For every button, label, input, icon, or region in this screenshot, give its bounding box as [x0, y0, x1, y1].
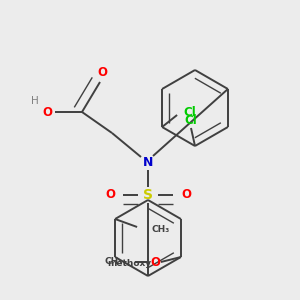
Text: O: O: [150, 256, 160, 268]
Text: O: O: [181, 188, 191, 202]
Text: O: O: [42, 106, 52, 118]
Text: H: H: [31, 96, 39, 106]
Text: Cl: Cl: [184, 106, 196, 119]
Text: CH₃: CH₃: [105, 257, 123, 266]
Text: Cl: Cl: [184, 113, 197, 127]
Text: CH₃: CH₃: [151, 224, 169, 233]
Text: O: O: [105, 188, 115, 202]
Text: S: S: [143, 188, 153, 202]
Text: N: N: [143, 155, 153, 169]
Text: methoxy: methoxy: [107, 259, 151, 268]
Text: O: O: [97, 65, 107, 79]
